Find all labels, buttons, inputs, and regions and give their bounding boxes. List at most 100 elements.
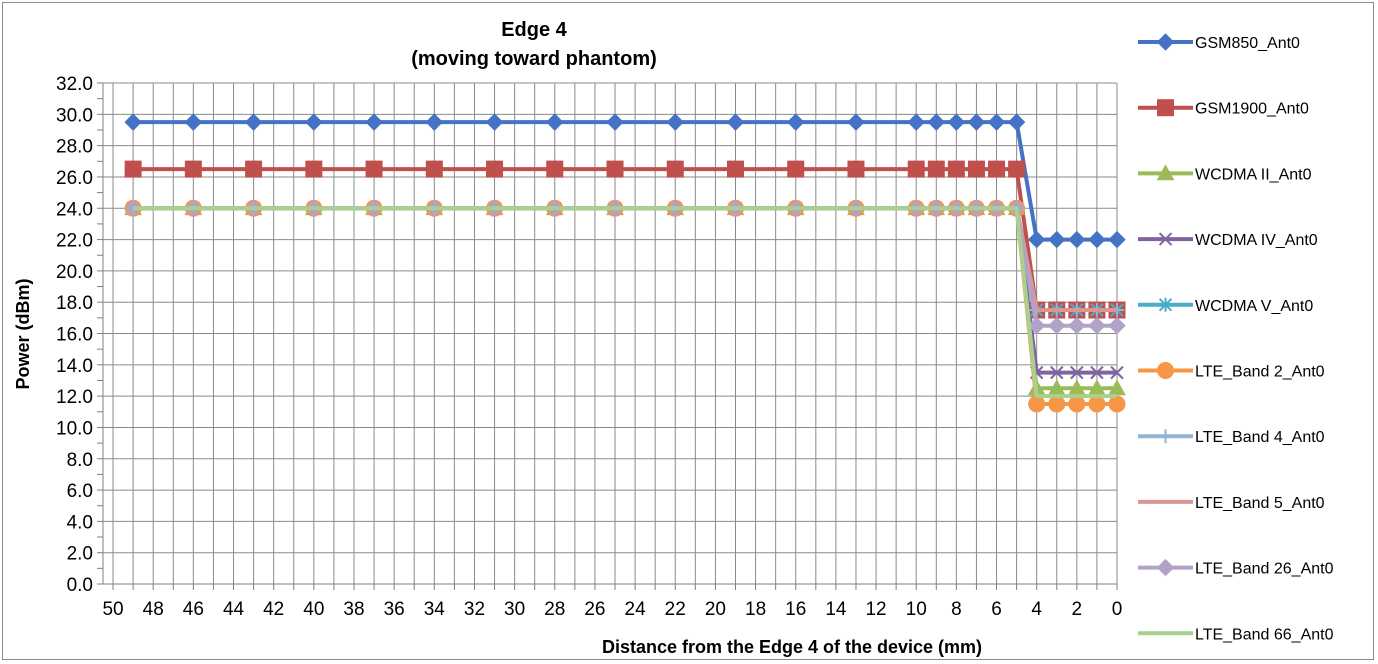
series-wcdma-ii-ant0: [124, 199, 1126, 396]
legend-item: WCDMA II_Ant0: [1138, 164, 1312, 183]
series-line: [133, 206, 1117, 391]
series-line: [133, 206, 1117, 312]
data-point: [124, 113, 142, 131]
legend-item: WCDMA IV_Ant0: [1138, 232, 1318, 249]
data-point: [967, 160, 985, 178]
line-chart: 0.0 2.0 4.0 6.0 8.0 10.0 12.0 14.0 16.0 18.0 20.0 2…: [13, 19, 1334, 657]
x-tick-label: 12: [865, 599, 886, 620]
data-point: [485, 113, 504, 131]
data-point: [1108, 316, 1126, 335]
legend-label: WCDMA V_Ant0: [1195, 298, 1313, 315]
y-tick-label: 22.0: [56, 231, 93, 252]
x-tick-label: 0: [1112, 599, 1123, 620]
y-tick-labels: 0.0 2.0 4.0 6.0 8.0 10.0 12.0 14.0 16.0 18.0 20.0 2…: [56, 74, 93, 596]
data-point: [1070, 365, 1084, 380]
y-tick-label: 8.0: [67, 450, 93, 471]
x-tick-label: 24: [625, 599, 647, 620]
data-point: [1027, 316, 1046, 335]
legend-item: LTE_Band 4_Ant0: [1138, 429, 1325, 446]
data-point: [1158, 429, 1173, 444]
x-tick-label: 2: [1072, 599, 1083, 620]
data-point: [425, 113, 444, 131]
data-point: [1158, 297, 1173, 312]
legend-item: LTE_Band 5_Ant0: [1138, 495, 1325, 512]
series-line: [133, 206, 1117, 399]
data-point: [1048, 230, 1066, 249]
y-tick-label: 14.0: [56, 356, 93, 377]
legend-label: GSM1900_Ant0: [1195, 101, 1309, 118]
data-point: [1108, 395, 1126, 413]
data-point: [606, 160, 624, 178]
series-line: [133, 206, 1117, 375]
data-point: [1028, 395, 1046, 413]
y-tick-label: 26.0: [56, 168, 93, 189]
axes: [97, 82, 1118, 590]
data-point: [606, 113, 624, 131]
data-point: [1050, 365, 1064, 380]
data-point: [907, 113, 925, 131]
series-line: [133, 206, 1117, 312]
data-point: [847, 113, 865, 131]
x-tick-label: 8: [951, 599, 962, 620]
x-tick-label: 36: [384, 599, 405, 620]
x-tick-label: 38: [343, 599, 364, 620]
y-tick-label: 20.0: [56, 262, 93, 283]
data-point: [244, 113, 263, 131]
legend-item: GSM1900_Ant0: [1138, 99, 1309, 118]
x-tick-label: 48: [143, 599, 164, 620]
y-tick-label: 6.0: [67, 481, 93, 502]
chart-title: Edge 4: [501, 19, 567, 41]
x-tick-label: 14: [825, 599, 847, 620]
data-point: [1068, 316, 1086, 335]
y-tick-label: 18.0: [56, 293, 93, 314]
data-point: [1068, 230, 1086, 249]
data-point: [787, 160, 805, 178]
legend-label: WCDMA IV_Ant0: [1195, 232, 1318, 249]
legend: GSM850_Ant0 GSM1900_Ant0 WCDMA II_Ant0 WCDM…: [1138, 33, 1334, 643]
legend-label: LTE_Band 5_Ant0: [1195, 495, 1325, 512]
x-tick-label: 50: [102, 599, 123, 620]
data-point: [666, 113, 684, 131]
legend-item: LTE_Band 26_Ant0: [1138, 558, 1334, 578]
x-tick-label: 32: [464, 599, 485, 620]
data-point: [987, 113, 1006, 131]
series-lte-band-66-ant0: [133, 206, 1117, 399]
series-line: [133, 206, 1117, 312]
x-tick-labels: 50 48 46 44 42 40 38 36 34 32 30 28 26 24 22 20 18 16 14 12…: [102, 599, 1122, 620]
gridlines: [103, 82, 1118, 585]
x-axis-title: Distance from the Edge 4 of the device (…: [602, 637, 982, 657]
data-point: [947, 113, 966, 131]
x-tick-label: 26: [584, 599, 605, 620]
data-point: [365, 160, 383, 178]
data-point: [1088, 395, 1106, 413]
data-point: [184, 160, 202, 178]
x-tick-label: 30: [504, 599, 525, 620]
data-point: [305, 160, 323, 178]
series-wcdma-iv-ant0: [126, 201, 1124, 380]
y-tick-label: 2.0: [67, 544, 93, 565]
data-point: [967, 113, 986, 131]
data-point: [1156, 164, 1175, 181]
data-point: [1108, 230, 1126, 249]
data-point: [486, 160, 504, 178]
data-point: [1157, 362, 1174, 379]
x-tick-label: 22: [665, 599, 686, 620]
legend-label: GSM850_Ant0: [1195, 35, 1300, 52]
x-tick-label: 34: [424, 599, 446, 620]
legend-item: GSM850_Ant0: [1138, 33, 1300, 52]
x-tick-label: 20: [705, 599, 726, 620]
legend-label: LTE_Band 2_Ant0: [1195, 364, 1325, 381]
data-point: [1156, 33, 1175, 51]
data-point: [666, 160, 684, 178]
data-point: [425, 160, 443, 178]
x-tick-label: 42: [263, 599, 284, 620]
y-tick-label: 12.0: [56, 387, 93, 408]
data-point: [546, 160, 564, 178]
x-tick-label: 18: [745, 599, 766, 620]
data-point: [1027, 230, 1046, 249]
series-lte-band-5-ant0: [133, 206, 1117, 312]
legend-item: WCDMA V_Ant0: [1138, 298, 1313, 315]
y-tick-label: 16.0: [56, 325, 93, 346]
data-point: [546, 113, 564, 131]
y-tick-label: 28.0: [56, 137, 93, 158]
